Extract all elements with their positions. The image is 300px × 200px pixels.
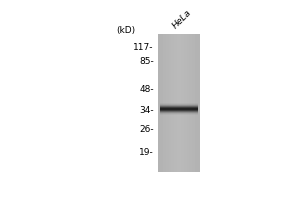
Text: 48-: 48- xyxy=(139,85,154,94)
Text: (kD): (kD) xyxy=(116,26,135,35)
Text: 34-: 34- xyxy=(139,106,154,115)
Text: 117-: 117- xyxy=(133,43,154,52)
Text: 85-: 85- xyxy=(139,57,154,66)
Text: HeLa: HeLa xyxy=(171,8,194,30)
Text: 19-: 19- xyxy=(139,148,154,157)
Text: 26-: 26- xyxy=(139,125,154,134)
